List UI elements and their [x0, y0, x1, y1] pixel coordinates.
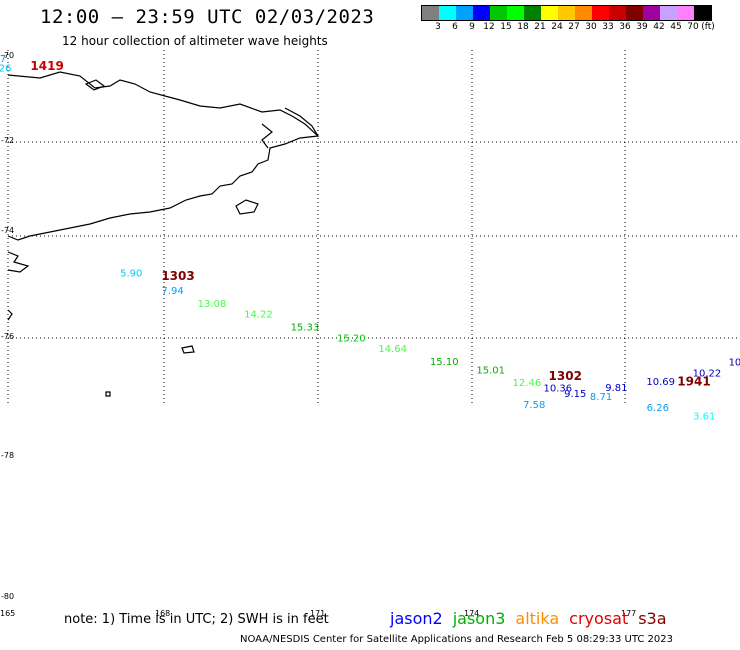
coastline-main: [7, 71, 320, 241]
coastline: [7, 71, 320, 397]
wave-height-label: 7.58: [523, 400, 545, 411]
wave-height-label: 3.61: [693, 411, 715, 422]
legend-swatch: [643, 6, 660, 20]
legend-swatch: [524, 6, 541, 20]
wave-height-label: 7.94: [161, 286, 183, 297]
legend-swatch: [456, 6, 473, 20]
legend-tick-label: 21: [534, 22, 546, 32]
wave-height-label: 10.77: [729, 358, 740, 369]
legend-tick-label: 12: [483, 22, 495, 32]
legend-swatch: [677, 6, 694, 20]
wave-height-label: 6.26: [647, 403, 669, 414]
island-b: [84, 79, 106, 91]
coastline-south: [7, 251, 30, 273]
wave-height-label: 8.71: [590, 392, 612, 403]
longitude-label: 177: [621, 609, 636, 618]
map-subtitle: 12 hour collection of altimeter wave hei…: [62, 34, 328, 48]
wave-height-label: 15.33: [291, 323, 320, 334]
satellite-jason3: jason3: [452, 609, 506, 628]
coastline-east-cape: [284, 107, 319, 137]
color-legend: 3 6 9 12 15 18 21 24 27 30 33 36 39 42 45 70 (ft): [421, 5, 715, 33]
map-title: 12:00 – 23:59 UTC 02/03/2023: [40, 6, 375, 28]
longitude-label: 171: [310, 609, 325, 618]
legend-tick-label: 9: [469, 22, 475, 32]
legend-swatch: [507, 6, 524, 20]
satellite-jason2: jason2: [390, 609, 443, 628]
wave-height-label: 5.90: [120, 269, 142, 280]
legend-tick-label: 42: [653, 22, 665, 32]
latitude-label: -74: [1, 226, 14, 235]
satellite-legend: jason2 jason3 altika cryosat s3a: [390, 609, 677, 628]
wave-height-label: 13.08: [198, 299, 227, 310]
wave-height-label: 14.22: [244, 310, 273, 321]
legend-swatch: [490, 6, 507, 20]
legend-swatch: [660, 6, 677, 20]
wave-height-label: 15.20: [337, 333, 366, 344]
axis-labels: -70 -72 -74 -76 -78 -80 165 168 171 174 177: [0, 51, 636, 618]
latitude-label: -72: [1, 136, 14, 145]
legend-swatch: [592, 6, 609, 20]
wave-height-label: 9.15: [564, 389, 586, 400]
satellite-cryosat: cryosat: [569, 609, 629, 628]
satellite-s3a: s3a: [638, 609, 667, 628]
legend-tick-label: 24: [551, 22, 563, 32]
island-a: [235, 199, 259, 215]
wave-height-label: 3.57: [0, 54, 6, 65]
legend-tick-label: 18: [517, 22, 529, 32]
pass-time-label: 1419: [30, 59, 63, 73]
wave-height-label: 10.36: [544, 384, 573, 395]
wave-height-label: 12.46: [513, 378, 542, 389]
wave-height-label: 6.26: [0, 63, 11, 74]
latitude-label: -76: [1, 332, 14, 341]
satellite-altika: altika: [515, 609, 560, 628]
legend-tick-label: 39: [636, 22, 648, 32]
legend-tick-label: 15: [500, 22, 512, 32]
wave-height-label: 15.10: [430, 357, 459, 368]
legend-tick-label: 45: [670, 22, 682, 32]
legend-tick-label: 27: [568, 22, 580, 32]
wave-height-label: 10.69: [646, 377, 675, 388]
latitude-label: -80: [1, 592, 14, 601]
island-c: [181, 345, 195, 354]
legend-swatch: [694, 6, 711, 20]
wave-height-values: 34.552.173.576.265.907.9413.0814.2215.33…: [0, 54, 740, 435]
legend-tick-label: 33: [602, 22, 614, 32]
legend-swatch: [609, 6, 626, 20]
island-e: [105, 391, 111, 397]
legend-swatch: [473, 6, 490, 20]
legend-swatch: [541, 6, 558, 20]
longitude-label: 174: [464, 609, 479, 618]
wave-height-label: 10.22: [693, 369, 722, 380]
legend-tick-label: 30: [585, 22, 597, 32]
legend-tick-label: 70: [687, 22, 699, 32]
legend-swatch: [558, 6, 575, 20]
legend-ticks: 3 6 9 12 15 18 21 24 27 30 33 36 39 42 45 70 (ft): [421, 21, 715, 33]
legend-swatch: [575, 6, 592, 20]
pass-time-label: 1941: [677, 375, 710, 389]
units-note: note: 1) Time is in UTC; 2) SWH is in fe…: [64, 612, 329, 627]
legend-tick-label: 36: [619, 22, 631, 32]
legend-tick-label: 3: [435, 22, 441, 32]
credit-line: NOAA/NESDIS Center for Satellite Applica…: [240, 634, 673, 645]
coastline-interior: [261, 123, 273, 149]
legend-tick-label: 6: [452, 22, 458, 32]
pass-times: 21191419130313021941: [30, 59, 710, 389]
wave-height-label: 9.81: [605, 383, 627, 394]
legend-swatch: [439, 6, 456, 20]
wave-height-label: 14.64: [378, 344, 407, 355]
legend-swatch: [422, 6, 439, 20]
pass-time-label: 1303: [161, 269, 194, 283]
longitude-label: 165: [0, 609, 15, 618]
latitude-label: -78: [1, 451, 14, 460]
pass-time-label: 1302: [549, 369, 582, 383]
island-d: [7, 309, 13, 321]
legend-unit: (ft): [701, 22, 715, 32]
legend-swatches: [421, 5, 712, 21]
legend-swatch: [626, 6, 643, 20]
wave-height-label: 15.01: [476, 365, 505, 376]
longitude-label: 168: [155, 609, 170, 618]
latitude-label: -70: [1, 51, 14, 60]
lat-lon-grid: [7, 50, 740, 405]
